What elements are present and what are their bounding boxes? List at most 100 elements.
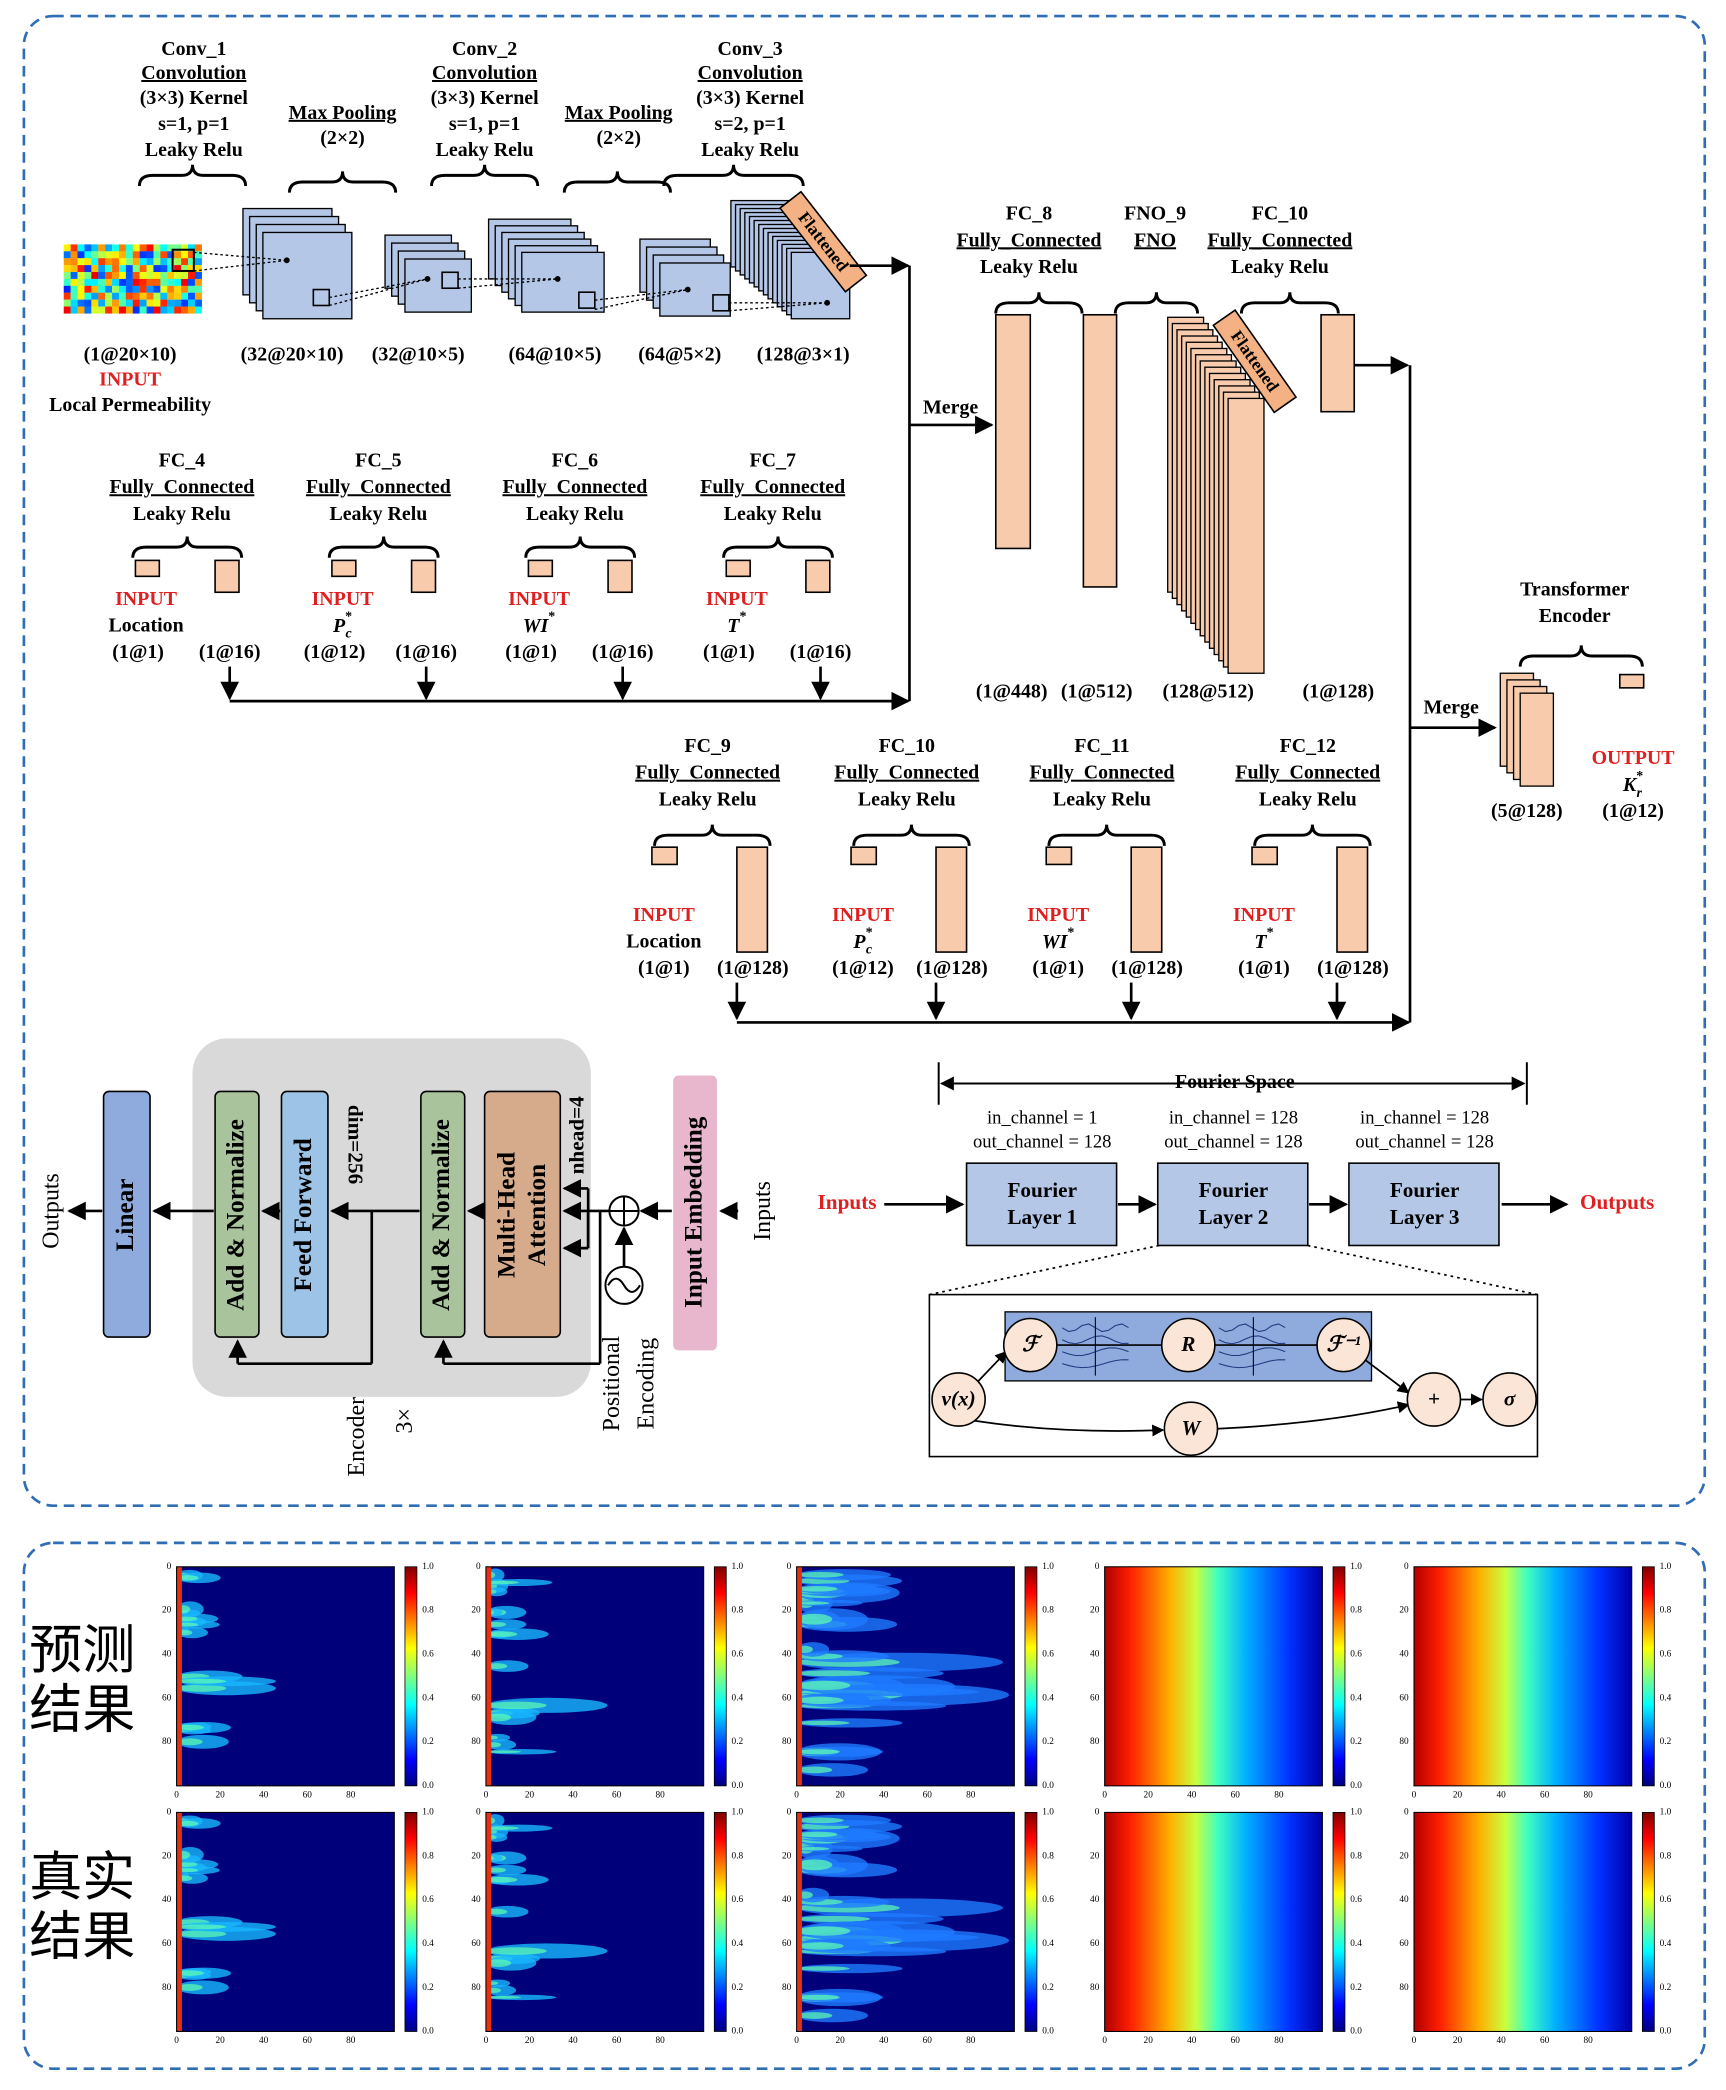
connector — [929, 1244, 1160, 1296]
label: Leaky Relu — [329, 503, 427, 525]
label: (1@1) — [1238, 957, 1290, 979]
plot-frame — [1104, 1811, 1323, 2033]
input-cell — [153, 278, 161, 286]
input-cell — [194, 292, 202, 300]
fourier-layer — [965, 1162, 1118, 1247]
label: (32@10×5) — [372, 343, 465, 365]
y-tick-label: 20 — [782, 1606, 792, 1616]
label: (64@5×2) — [638, 343, 721, 365]
input-cell — [181, 292, 189, 300]
wave — [607, 1277, 641, 1293]
label: Fully_Connected — [109, 476, 254, 498]
label: Max Pooling — [289, 102, 397, 124]
colorbar — [1332, 1812, 1346, 2032]
label: ℱ⁻¹ — [1326, 1332, 1360, 1356]
x-tick-label: 40 — [879, 2036, 889, 2046]
label: FC_10 — [1252, 203, 1308, 225]
input-cell — [174, 265, 182, 273]
input-cell — [63, 278, 71, 286]
x-tick-label: 60 — [1540, 2036, 1550, 2046]
y-tick-label: 80 — [162, 1983, 172, 1993]
plume-core — [796, 1720, 850, 1726]
label: FC_12 — [1280, 735, 1336, 757]
colorbar-tick-label: 0.4 — [1350, 1693, 1362, 1703]
plume-core — [796, 1831, 838, 1838]
label: Conv_1 — [161, 38, 226, 60]
input-cell — [181, 299, 189, 307]
input-cell — [167, 278, 175, 286]
input-cell — [132, 244, 140, 252]
input-cell — [125, 258, 133, 266]
label: (1@128) — [717, 957, 789, 979]
input-cell — [146, 258, 154, 266]
label: s=2, p=1 — [714, 113, 785, 135]
label: (64@10×5) — [509, 343, 602, 365]
y-tick-label: 0 — [476, 1808, 481, 1818]
label: FC_5 — [355, 450, 401, 472]
input-cell — [105, 244, 113, 252]
plume-core — [796, 1926, 851, 1936]
x-tick-label: 20 — [1453, 1790, 1463, 1800]
colorbar-tick-label: 0.6 — [422, 1650, 434, 1660]
input-cell — [188, 272, 196, 280]
colorbar-tick-label: 0.8 — [1350, 1606, 1362, 1616]
input-cell — [91, 306, 99, 314]
formula-sup: * — [866, 926, 873, 941]
label: Encoder — [1539, 605, 1611, 627]
input-cell — [188, 285, 196, 293]
colorbar-tick-label: 1.0 — [1042, 1562, 1054, 1572]
label: (1@16) — [199, 641, 261, 663]
colorbar — [713, 1566, 727, 1787]
y-tick-label: 60 — [162, 1939, 172, 1949]
add-normalize-block — [420, 1090, 466, 1338]
x-tick-label: 60 — [1231, 1790, 1241, 1800]
label: Fourier Space — [1175, 1071, 1295, 1093]
input-cell — [98, 244, 106, 252]
input-cell — [153, 299, 161, 307]
colorbar-tick-label: 1.0 — [1042, 1808, 1054, 1818]
fourier-layer — [1348, 1162, 1500, 1247]
input-cell — [181, 244, 189, 252]
input-cell — [84, 251, 92, 259]
plume — [485, 1905, 529, 1918]
brace — [1047, 824, 1166, 846]
input-cell — [125, 278, 133, 286]
y-tick-label: 20 — [1090, 1606, 1100, 1616]
add-normalize-block — [214, 1090, 260, 1338]
plume-core — [485, 1750, 522, 1754]
input-cell — [77, 292, 85, 300]
colorbar-tick-label: 0.4 — [422, 1693, 434, 1703]
plume-core — [796, 1680, 851, 1691]
x-tick-label: 20 — [215, 1790, 225, 1800]
y-tick-label: 80 — [1090, 1737, 1100, 1747]
label: W — [1181, 1416, 1202, 1440]
input-cell — [194, 306, 202, 314]
y-tick-label: 0 — [1095, 1562, 1100, 1572]
label: Transformer — [1520, 578, 1629, 600]
label: Leaky Relu — [526, 503, 624, 525]
input-cell — [174, 244, 182, 252]
plume — [485, 1697, 608, 1713]
y-tick-label: 60 — [782, 1939, 792, 1949]
plume — [485, 1709, 537, 1726]
input-cell — [105, 306, 113, 314]
colorbar — [404, 1566, 418, 1787]
input-cell — [153, 265, 161, 273]
input-cell — [132, 292, 140, 300]
y-tick-label: 80 — [471, 1983, 481, 1993]
input-cell — [174, 306, 182, 314]
input-cell — [174, 278, 182, 286]
kernel-projection — [329, 278, 428, 299]
formula-sup: * — [1067, 926, 1074, 941]
colorbar-tick-label: 0.2 — [422, 1737, 434, 1747]
input-cell — [132, 299, 140, 307]
input-vector — [134, 559, 161, 578]
fourier-layer — [1156, 1162, 1309, 1247]
input-cell — [105, 265, 113, 273]
colorbar-tick-label: 0.8 — [732, 1851, 744, 1861]
input-cell — [174, 292, 182, 300]
colorbar-tick-label: 0.0 — [1350, 2027, 1362, 2037]
colorbar-tick-label: 1.0 — [732, 1808, 744, 1818]
input-cell — [146, 285, 154, 293]
input-cell — [139, 292, 147, 300]
